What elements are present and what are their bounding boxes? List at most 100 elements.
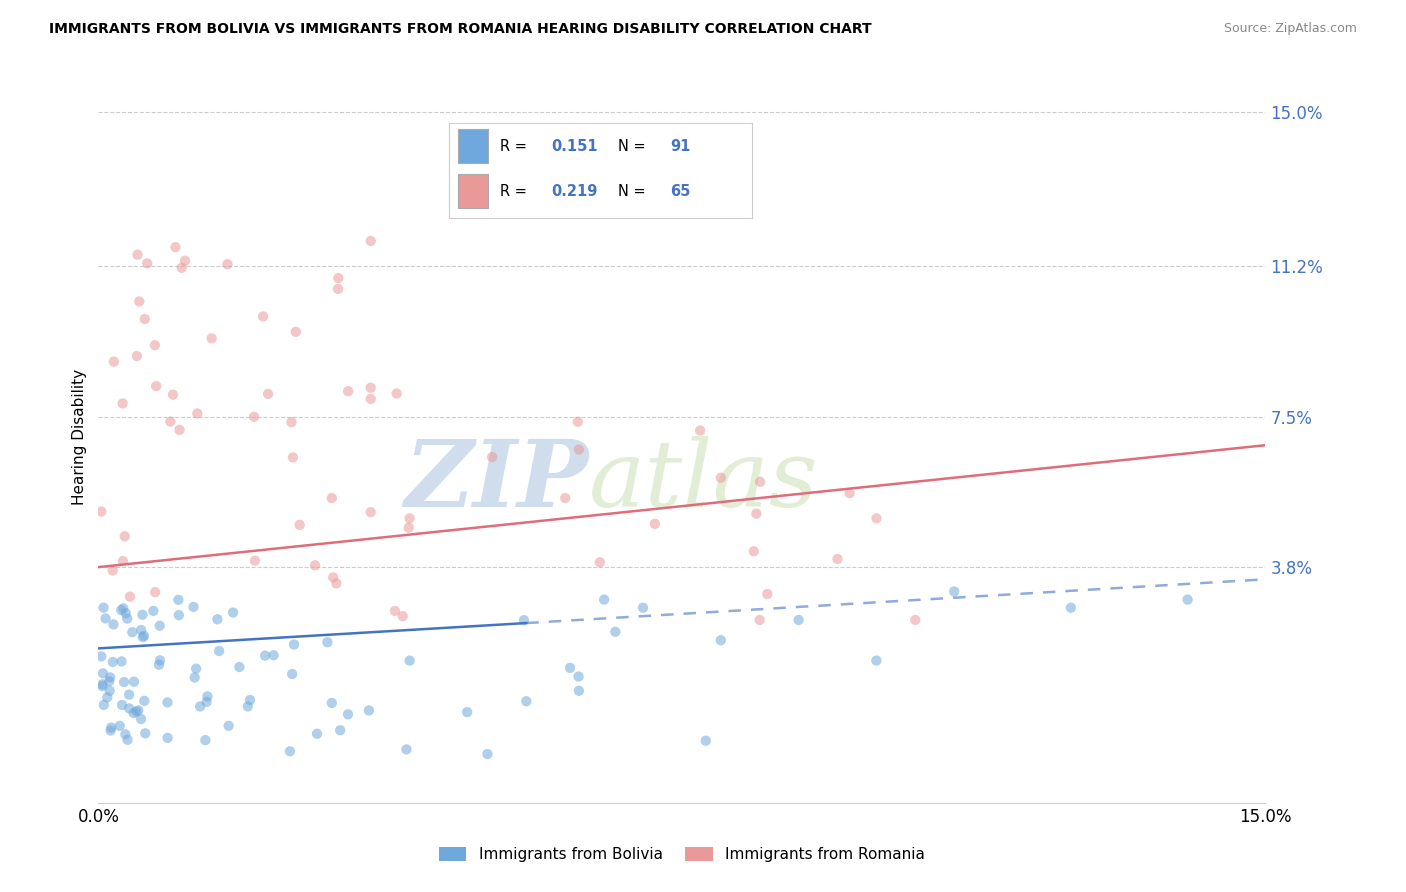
Point — [357, 703, 380, 717]
Point — [101, 563, 124, 577]
Point — [284, 325, 307, 339]
Point — [183, 670, 205, 684]
Point — [865, 654, 887, 668]
Point — [122, 674, 145, 689]
Point — [156, 695, 179, 709]
Point — [96, 690, 118, 705]
Point — [360, 234, 382, 248]
Point — [477, 747, 499, 761]
Point — [170, 260, 193, 275]
Point — [143, 338, 166, 352]
Point — [114, 606, 136, 620]
Point — [207, 612, 229, 626]
Point — [838, 486, 860, 500]
Point — [165, 240, 187, 254]
Point — [326, 282, 349, 296]
Point — [197, 690, 219, 704]
Point — [218, 719, 240, 733]
Point — [159, 415, 181, 429]
Point — [395, 742, 418, 756]
Point — [278, 744, 301, 758]
Point — [162, 387, 184, 401]
Point — [127, 247, 149, 261]
Point — [117, 732, 139, 747]
Point — [118, 590, 141, 604]
Point — [128, 294, 150, 309]
Point — [98, 683, 121, 698]
Point — [127, 703, 149, 717]
Point — [787, 613, 810, 627]
Point — [513, 613, 536, 627]
Point — [263, 648, 285, 663]
Point — [98, 674, 121, 689]
Point — [568, 442, 591, 457]
Point — [360, 381, 382, 395]
Point — [145, 379, 167, 393]
Point — [554, 491, 576, 505]
Point — [337, 707, 360, 722]
Point — [236, 699, 259, 714]
Point — [593, 592, 616, 607]
Point — [360, 505, 382, 519]
Point — [129, 712, 152, 726]
Point — [148, 657, 170, 672]
Point — [228, 660, 250, 674]
Point — [183, 599, 205, 614]
Point — [239, 693, 262, 707]
Point — [710, 633, 733, 648]
Point — [243, 409, 266, 424]
Point — [257, 387, 280, 401]
Point — [134, 312, 156, 326]
Point — [644, 516, 666, 531]
Text: IMMIGRANTS FROM BOLIVIA VS IMMIGRANTS FROM ROMANIA HEARING DISABILITY CORRELATIO: IMMIGRANTS FROM BOLIVIA VS IMMIGRANTS FR… — [49, 22, 872, 37]
Point — [174, 253, 197, 268]
Point — [149, 618, 172, 632]
Point — [125, 349, 148, 363]
Point — [904, 613, 927, 627]
Point — [131, 607, 153, 622]
Point — [194, 733, 217, 747]
Point — [195, 695, 218, 709]
Point — [321, 696, 343, 710]
Point — [100, 723, 122, 738]
Point — [742, 544, 765, 558]
Point — [91, 677, 114, 691]
Point — [865, 511, 887, 525]
Point — [304, 558, 326, 573]
Point — [90, 649, 112, 664]
Point — [167, 608, 190, 623]
Point — [605, 624, 627, 639]
Point — [134, 694, 156, 708]
Point — [169, 423, 191, 437]
Point — [391, 609, 413, 624]
Point — [568, 683, 591, 698]
Point — [252, 310, 274, 324]
Point — [567, 415, 589, 429]
Point — [136, 256, 159, 270]
Point — [749, 475, 772, 489]
Point — [827, 552, 849, 566]
Point — [322, 570, 344, 584]
Point — [111, 554, 134, 568]
Point — [254, 648, 277, 663]
Point — [110, 603, 132, 617]
Point — [222, 606, 245, 620]
Point — [122, 706, 145, 720]
Point — [112, 601, 135, 615]
Point — [121, 625, 143, 640]
Point — [114, 529, 136, 543]
Point — [91, 666, 114, 681]
Point — [337, 384, 360, 399]
Point — [129, 623, 152, 637]
Point — [328, 271, 350, 285]
Text: atlas: atlas — [589, 436, 818, 526]
Point — [208, 644, 231, 658]
Point — [101, 655, 124, 669]
Point — [283, 638, 305, 652]
Point — [134, 726, 156, 740]
Point — [384, 604, 406, 618]
Point — [217, 257, 239, 271]
Point — [156, 731, 179, 745]
Point — [149, 653, 172, 667]
Point — [93, 600, 115, 615]
